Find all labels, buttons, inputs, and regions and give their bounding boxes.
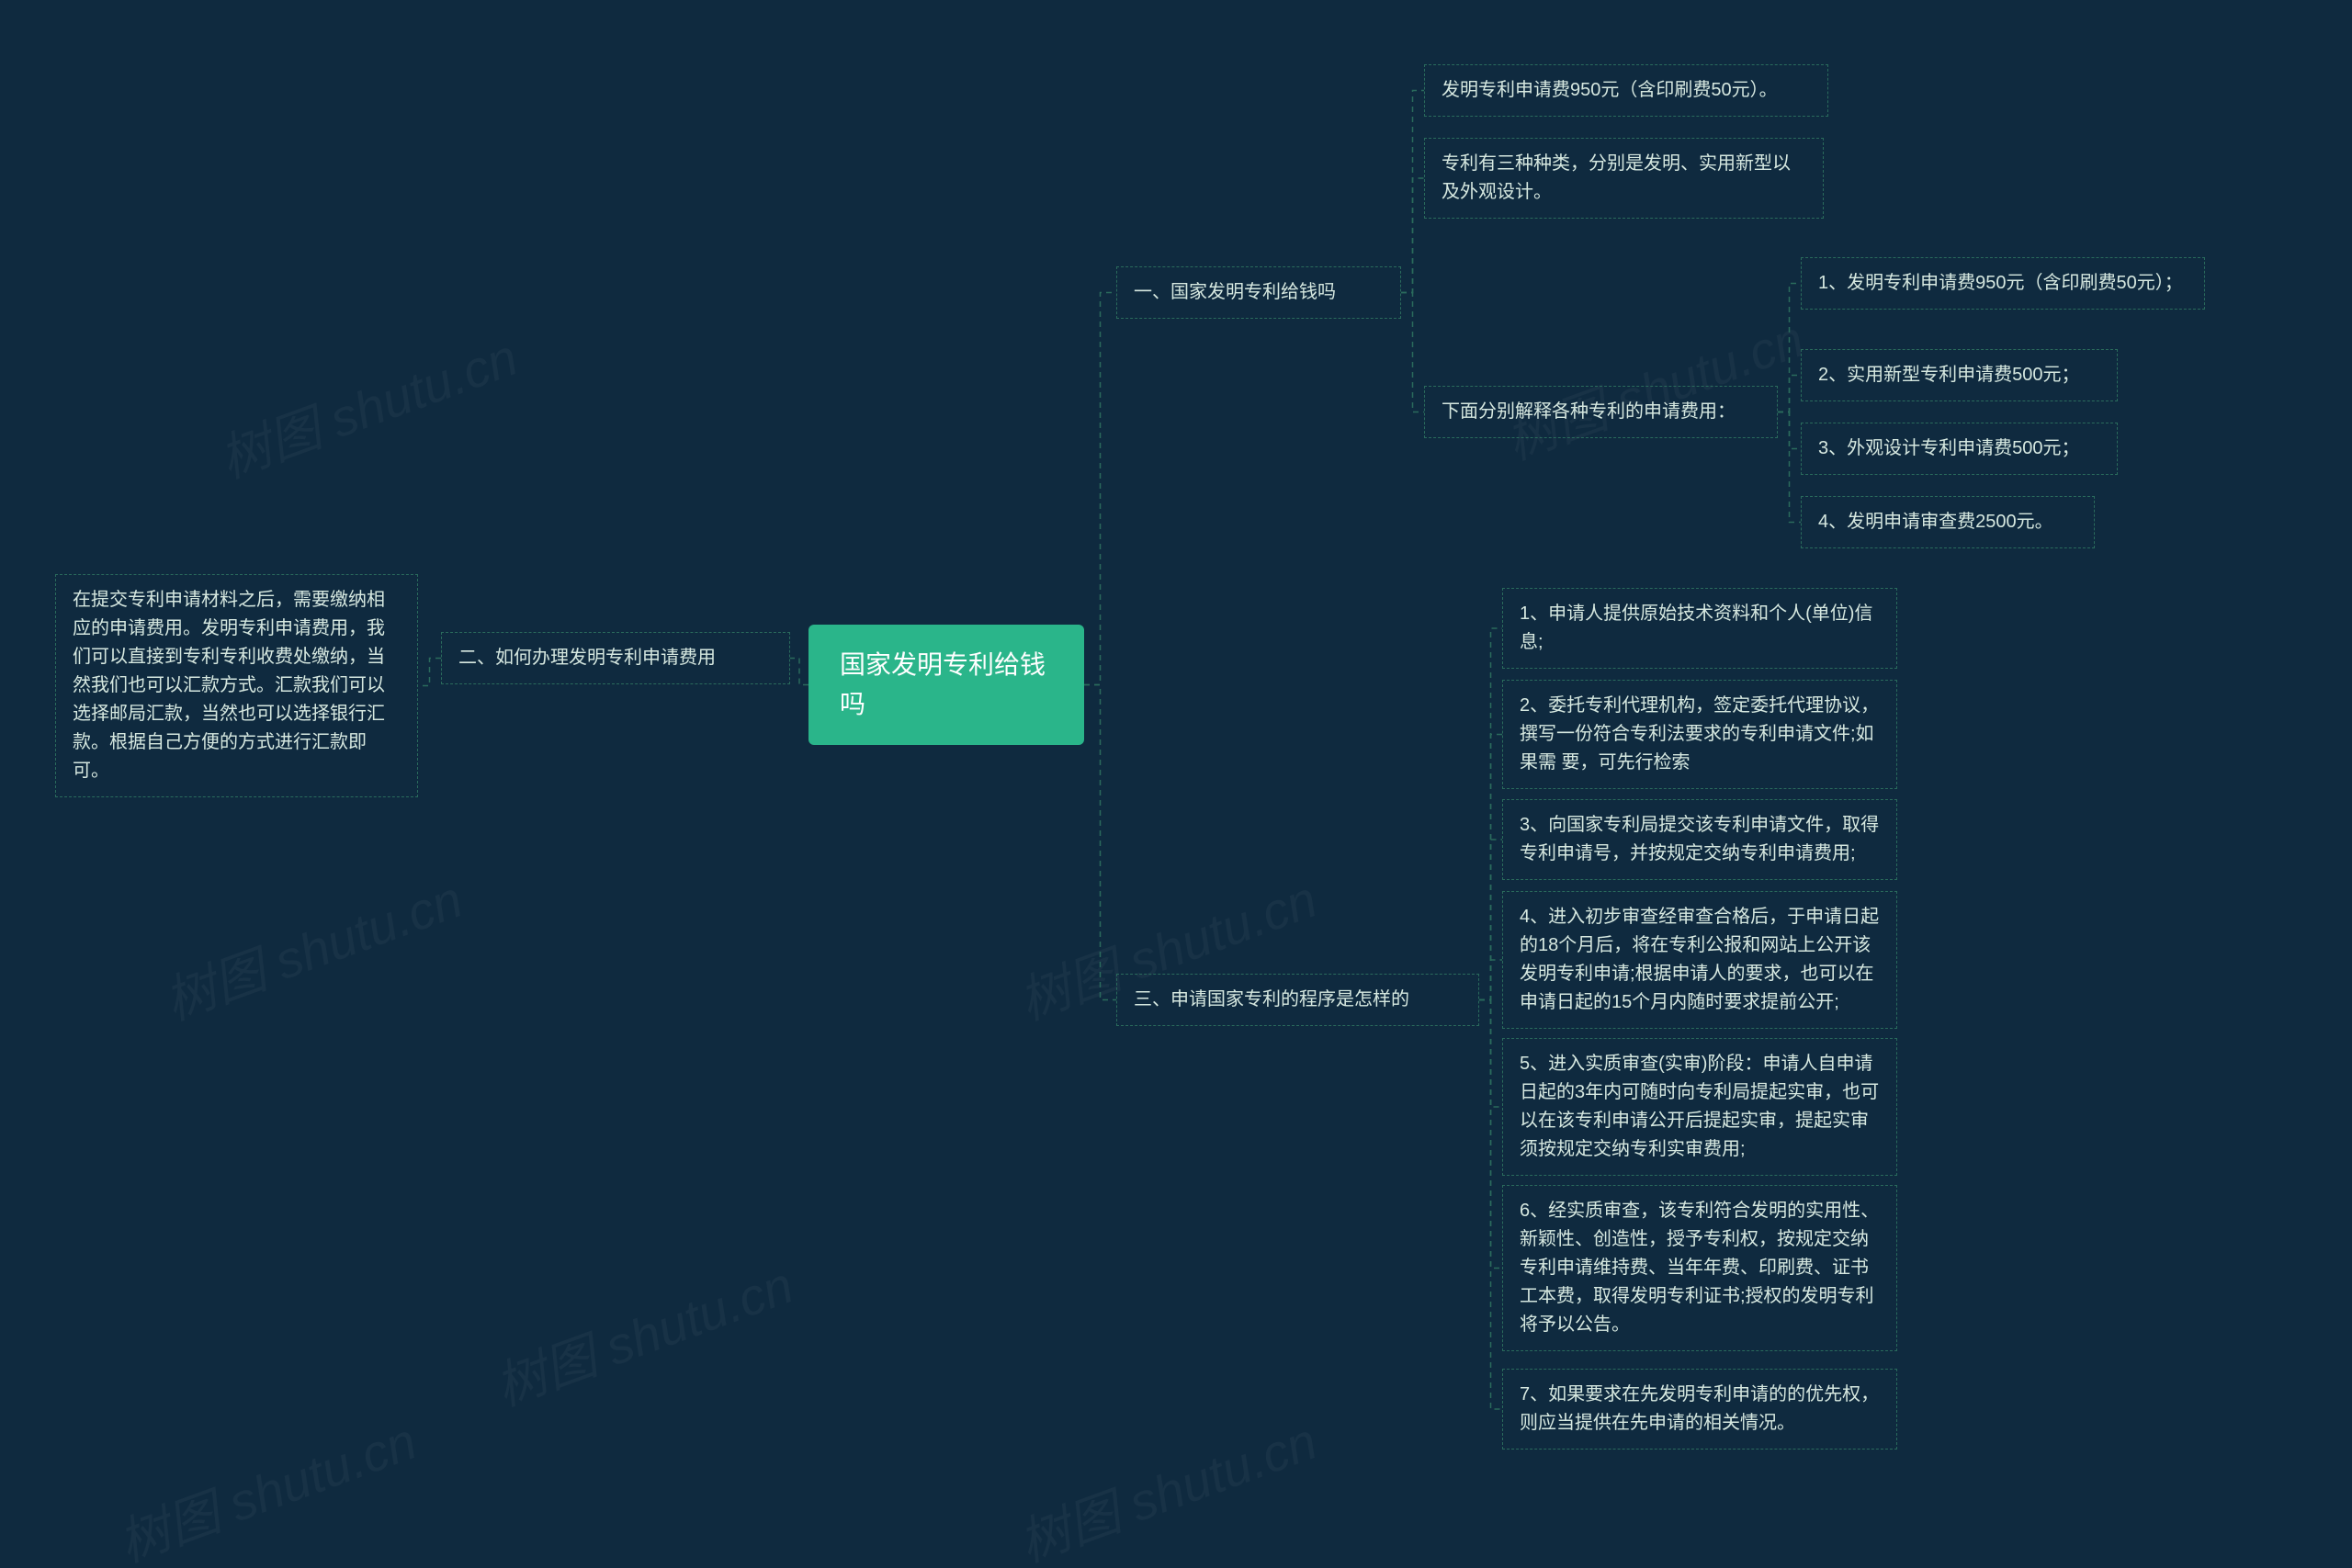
root-node: 国家发明专利给钱吗 — [808, 625, 1084, 745]
branch-3-step-2: 2、委托专利代理机构，签定委托代理协议，撰写一份符合专利法要求的专利申请文件;如… — [1502, 680, 1897, 789]
branch-1-item-3: 下面分别解释各种专利的申请费用： — [1424, 386, 1778, 438]
watermark: 树图 shutu.cn — [208, 316, 526, 492]
branch-1-title: 一、国家发明专利给钱吗 — [1116, 266, 1401, 319]
watermark: 树图 shutu.cn — [153, 858, 471, 1034]
branch-3-title: 三、申请国家专利的程序是怎样的 — [1116, 974, 1479, 1026]
branch-1-item-3-sub-4: 4、发明申请审查费2500元。 — [1801, 496, 2095, 548]
branch-3-step-4: 4、进入初步审查经审查合格后，于申请日起的18个月后，将在专利公报和网站上公开该… — [1502, 891, 1897, 1029]
branch-3-step-5: 5、进入实质审查(实审)阶段：申请人自申请日起的3年内可随时向专利局提起实审，也… — [1502, 1038, 1897, 1176]
watermark: 树图 shutu.cn — [483, 1244, 802, 1420]
branch-3-step-7: 7、如果要求在先发明专利申请的的优先权，则应当提供在先申请的相关情况。 — [1502, 1369, 1897, 1450]
branch-1-item-2: 专利有三种种类，分别是发明、实用新型以及外观设计。 — [1424, 138, 1824, 219]
watermark: 树图 shutu.cn — [107, 1400, 425, 1568]
watermark: 树图 shutu.cn — [1007, 1400, 1326, 1568]
branch-2-detail: 在提交专利申请材料之后，需要缴纳相应的申请费用。发明专利申请费用，我们可以直接到… — [55, 574, 418, 797]
branch-1-item-1: 发明专利申请费950元（含印刷费50元）。 — [1424, 64, 1828, 117]
branch-1-item-3-sub-2: 2、实用新型专利申请费500元； — [1801, 349, 2118, 401]
branch-1-item-3-sub-3: 3、外观设计专利申请费500元； — [1801, 423, 2118, 475]
branch-3-step-6: 6、经实质审查，该专利符合发明的实用性、新颖性、创造性，授予专利权，按规定交纳专… — [1502, 1185, 1897, 1351]
branch-3-step-1: 1、申请人提供原始技术资料和个人(单位)信息; — [1502, 588, 1897, 669]
branch-1-item-3-sub-1: 1、发明专利申请费950元（含印刷费50元）； — [1801, 257, 2205, 310]
branch-3-step-3: 3、向国家专利局提交该专利申请文件，取得专利申请号，并按规定交纳专利申请费用; — [1502, 799, 1897, 880]
branch-2-title: 二、如何办理发明专利申请费用 — [441, 632, 790, 684]
